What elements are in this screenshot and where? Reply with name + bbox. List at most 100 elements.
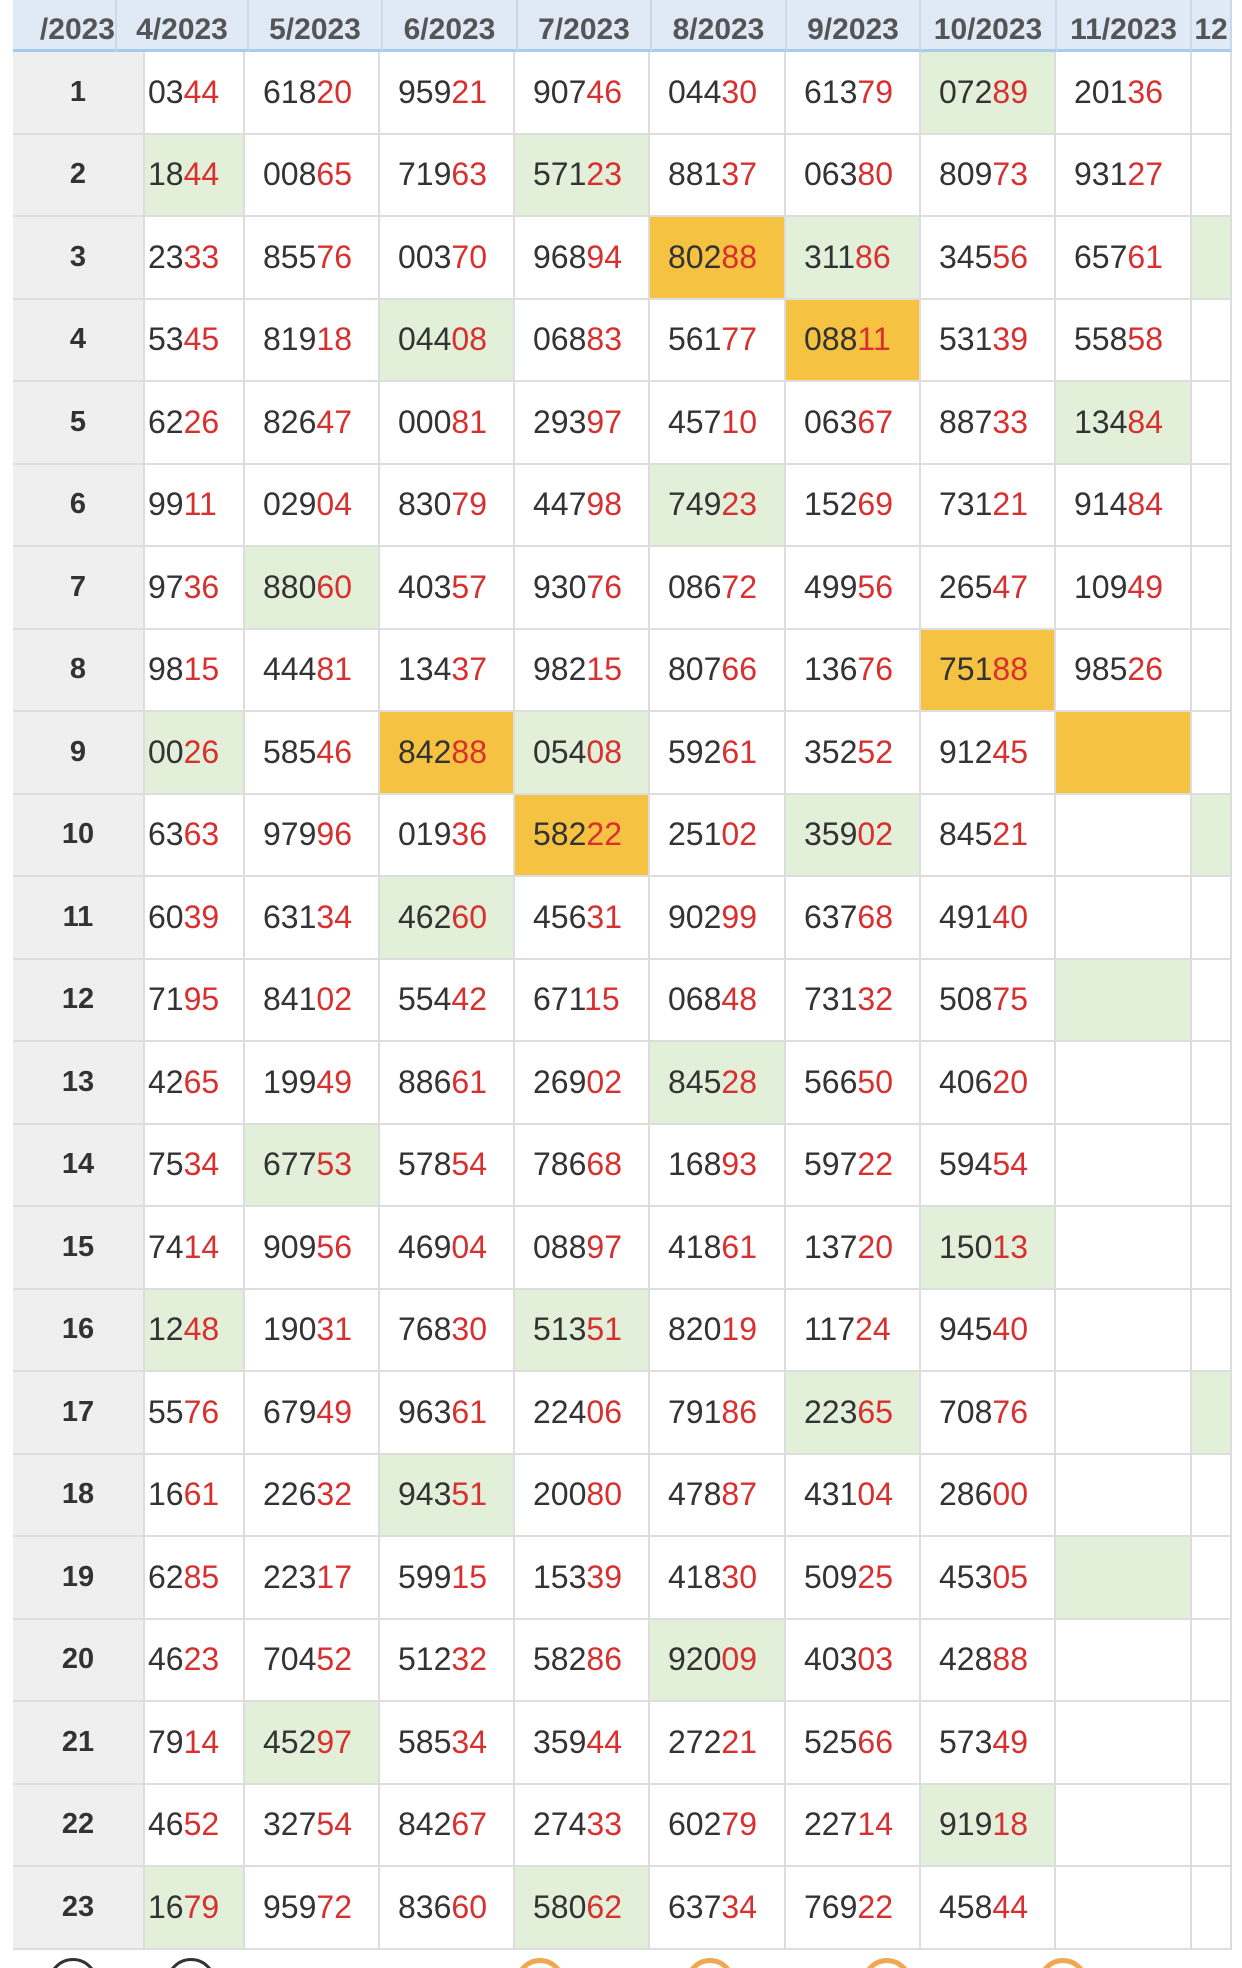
table-cell: 57123 bbox=[515, 134, 650, 217]
day-label: 20 bbox=[13, 1619, 145, 1702]
table-cell: 58222 bbox=[515, 794, 650, 877]
day-label: 18 bbox=[13, 1454, 145, 1537]
cell-number: 6226 bbox=[148, 403, 220, 440]
table-cell: 15339 bbox=[515, 1537, 650, 1620]
table-cell: 2333 bbox=[117, 217, 245, 300]
table-cell: 13720 bbox=[786, 1207, 921, 1290]
table-cell: 28600 bbox=[921, 1454, 1056, 1537]
table-cell: 73132 bbox=[786, 959, 921, 1042]
table-cell: 16893 bbox=[650, 1124, 786, 1207]
cell-number: 19031 bbox=[263, 1311, 352, 1348]
cell-number: 58286 bbox=[533, 1641, 622, 1678]
table-cell: 05408 bbox=[515, 712, 650, 795]
cell-number: 16893 bbox=[668, 1146, 757, 1183]
icon[interactable] bbox=[1038, 1958, 1088, 1968]
cell-number: 6363 bbox=[148, 816, 220, 853]
cell-number: 40620 bbox=[939, 1063, 1028, 1100]
cell-number: 0026 bbox=[148, 733, 220, 770]
table-cell: 6039 bbox=[117, 877, 245, 960]
cell-number: 9911 bbox=[148, 486, 217, 523]
table-cell: 75188 bbox=[921, 629, 1056, 712]
table-cell: 06883 bbox=[515, 299, 650, 382]
cell-number: 1844 bbox=[148, 156, 220, 193]
day-label: 4 bbox=[13, 299, 145, 382]
table-cell: 70452 bbox=[245, 1619, 380, 1702]
table-cell: 58062 bbox=[515, 1867, 650, 1950]
table-cell: 22714 bbox=[786, 1784, 921, 1867]
cell-number: 7195 bbox=[148, 981, 220, 1018]
table-cell: 40303 bbox=[786, 1619, 921, 1702]
table-cell: 06848 bbox=[650, 959, 786, 1042]
cell-number: 88661 bbox=[398, 1063, 487, 1100]
table-cell: 6226 bbox=[117, 382, 245, 465]
table-cell bbox=[1056, 1372, 1192, 1455]
cell-number: 15013 bbox=[939, 1228, 1028, 1265]
table-cell: 59722 bbox=[786, 1124, 921, 1207]
icon[interactable] bbox=[685, 1958, 735, 1968]
table-cell: 93076 bbox=[515, 547, 650, 630]
icon[interactable] bbox=[166, 1958, 216, 1968]
cell-number: 93076 bbox=[533, 568, 622, 605]
table-cell: 95972 bbox=[245, 1867, 380, 1950]
cell-number: 75188 bbox=[939, 651, 1028, 688]
table-cell: 84288 bbox=[380, 712, 515, 795]
icon[interactable] bbox=[862, 1958, 912, 1968]
table-cell: 50875 bbox=[921, 959, 1056, 1042]
cell-number: 59454 bbox=[939, 1146, 1028, 1183]
cell-number: 97996 bbox=[263, 816, 352, 853]
cell-number: 50925 bbox=[804, 1558, 893, 1595]
icon[interactable] bbox=[515, 1958, 565, 1968]
table-cell: 70876 bbox=[921, 1372, 1056, 1455]
day-label: 13 bbox=[13, 1042, 145, 1125]
table-cell: 61379 bbox=[786, 52, 921, 135]
cell-number: 1679 bbox=[148, 1888, 220, 1925]
cell-number: 57349 bbox=[939, 1723, 1028, 1760]
cell-number: 91245 bbox=[939, 733, 1028, 770]
day-label: 8 bbox=[13, 629, 145, 712]
table-cell bbox=[1056, 1454, 1192, 1537]
table-cell bbox=[1056, 794, 1192, 877]
icon[interactable] bbox=[48, 1958, 98, 1968]
table-cell bbox=[1192, 1702, 1232, 1785]
table-cell: 56650 bbox=[786, 1042, 921, 1125]
table-cell: 57349 bbox=[921, 1702, 1056, 1785]
table-cell: 56177 bbox=[650, 299, 786, 382]
cell-number: 7414 bbox=[148, 1228, 220, 1265]
cell-number: 67753 bbox=[263, 1146, 352, 1183]
table-cell: 26902 bbox=[515, 1042, 650, 1125]
table-cell: 97996 bbox=[245, 794, 380, 877]
table-cell: 76830 bbox=[380, 1289, 515, 1372]
cell-number: 59261 bbox=[668, 733, 757, 770]
cell-number: 73121 bbox=[939, 486, 1028, 523]
table-cell: 55442 bbox=[380, 959, 515, 1042]
table-cell bbox=[1056, 1537, 1192, 1620]
table-cell: 84267 bbox=[380, 1784, 515, 1867]
day-label: 6 bbox=[13, 464, 145, 547]
table-cell: 47887 bbox=[650, 1454, 786, 1537]
cell-number: 83079 bbox=[398, 486, 487, 523]
table-cell: 98215 bbox=[515, 629, 650, 712]
table-cell: 84102 bbox=[245, 959, 380, 1042]
column-header: 10/2023 bbox=[921, 0, 1057, 52]
table-cell: 63768 bbox=[786, 877, 921, 960]
table-cell: 9736 bbox=[117, 547, 245, 630]
table-cell bbox=[1192, 547, 1232, 630]
cell-number: 27221 bbox=[668, 1723, 757, 1760]
table-cell: 45305 bbox=[921, 1537, 1056, 1620]
table-cell: 20136 bbox=[1056, 52, 1192, 135]
cell-number: 15339 bbox=[533, 1558, 622, 1595]
day-label: 11 bbox=[13, 877, 145, 960]
cell-number: 83660 bbox=[398, 1888, 487, 1925]
table-cell: 82647 bbox=[245, 382, 380, 465]
table-cell: 71963 bbox=[380, 134, 515, 217]
table-cell bbox=[1192, 1124, 1232, 1207]
cell-number: 1248 bbox=[148, 1311, 220, 1348]
table-cell: 98526 bbox=[1056, 629, 1192, 712]
cell-number: 44798 bbox=[533, 486, 622, 523]
table-cell: 7195 bbox=[117, 959, 245, 1042]
cell-number: 53139 bbox=[939, 321, 1028, 358]
day-label: 19 bbox=[13, 1537, 145, 1620]
table-cell: 88060 bbox=[245, 547, 380, 630]
table-cell: 20080 bbox=[515, 1454, 650, 1537]
day-label: 14 bbox=[13, 1124, 145, 1207]
